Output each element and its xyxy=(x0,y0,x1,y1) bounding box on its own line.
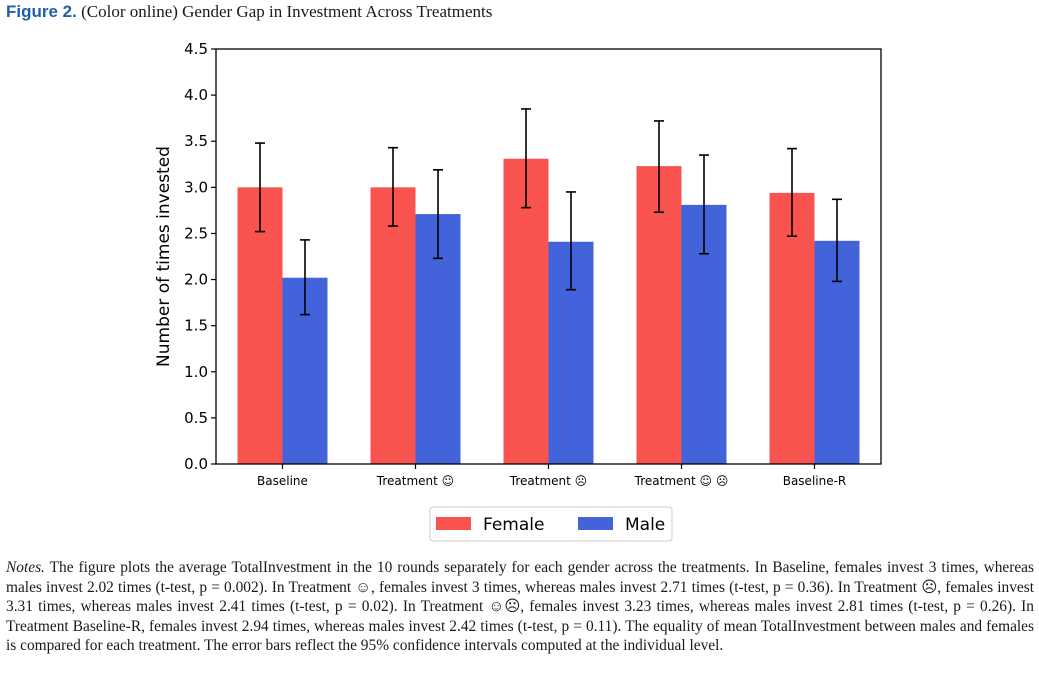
y-tick-label: 0.5 xyxy=(184,409,208,427)
legend-frame xyxy=(429,506,673,542)
y-tick-label: 3.0 xyxy=(184,178,208,196)
y-tick-label: 2.5 xyxy=(184,224,208,242)
bar-female-1 xyxy=(237,187,283,465)
y-tick-label: 1.0 xyxy=(184,363,208,381)
bar-chart: 0.0 0.5 1.0 1.5 2.0 2.5 3.0 3.5 4.0 4.5 Baseline T… xyxy=(154,40,882,542)
error-bars-layer xyxy=(255,108,842,316)
y-tick-label: 4.5 xyxy=(184,40,208,58)
notes-label: Notes. xyxy=(6,559,45,576)
legend-label-male: Male xyxy=(625,515,665,535)
legend-swatch-male xyxy=(578,517,613,530)
x-tick-label: Treatment ☺ ☹ xyxy=(634,474,729,488)
error-bar-female-4 xyxy=(654,120,664,214)
y-tick-label: 4.0 xyxy=(184,86,208,104)
y-tick-label: 0.0 xyxy=(184,455,208,473)
figure-notes: Notes. The figure plots the average Tota… xyxy=(6,558,1034,656)
error-bar-male-5 xyxy=(832,198,842,283)
bar-female-3 xyxy=(503,158,549,464)
bars-layer xyxy=(237,158,860,465)
error-bar-male-4 xyxy=(699,154,709,255)
x-axis: Baseline Treatment ☺ Treatment ☹ Treatment … xyxy=(257,464,846,488)
error-bar-female-3 xyxy=(521,108,531,209)
error-bar-female-2 xyxy=(388,146,398,227)
error-bar-female-5 xyxy=(787,147,797,238)
error-bar-male-3 xyxy=(566,191,576,291)
notes-text: The figure plots the average TotalInvest… xyxy=(6,559,1034,655)
bar-female-5 xyxy=(769,192,815,464)
x-tick-label: Baseline xyxy=(257,474,308,488)
bar-female-2 xyxy=(370,187,416,465)
x-tick-label: Treatment ☹ xyxy=(509,474,587,488)
y-tick-label: 3.5 xyxy=(184,132,208,150)
y-tick-label: 2.0 xyxy=(184,271,208,289)
error-bar-male-1 xyxy=(300,239,310,316)
legend-label-female: Female xyxy=(483,515,544,535)
y-tick-label: 1.5 xyxy=(184,317,208,335)
error-bar-male-2 xyxy=(433,169,443,260)
bar-female-4 xyxy=(636,166,682,464)
figure-caption-title: (Color online) Gender Gap in Investment … xyxy=(81,2,493,21)
x-tick-label: Treatment ☺ xyxy=(376,474,454,488)
x-tick-label: Baseline-R xyxy=(783,474,847,488)
figure-label: Figure 2. xyxy=(6,2,77,21)
legend: Female Male xyxy=(429,506,673,542)
error-bar-female-1 xyxy=(255,142,265,233)
y-axis-label: Number of times invested xyxy=(154,146,174,367)
legend-swatch-female xyxy=(436,517,471,530)
figure-title: Figure 2. (Color online) Gender Gap in I… xyxy=(6,2,492,22)
y-axis: 0.0 0.5 1.0 1.5 2.0 2.5 3.0 3.5 4.0 4.5 xyxy=(184,40,216,473)
